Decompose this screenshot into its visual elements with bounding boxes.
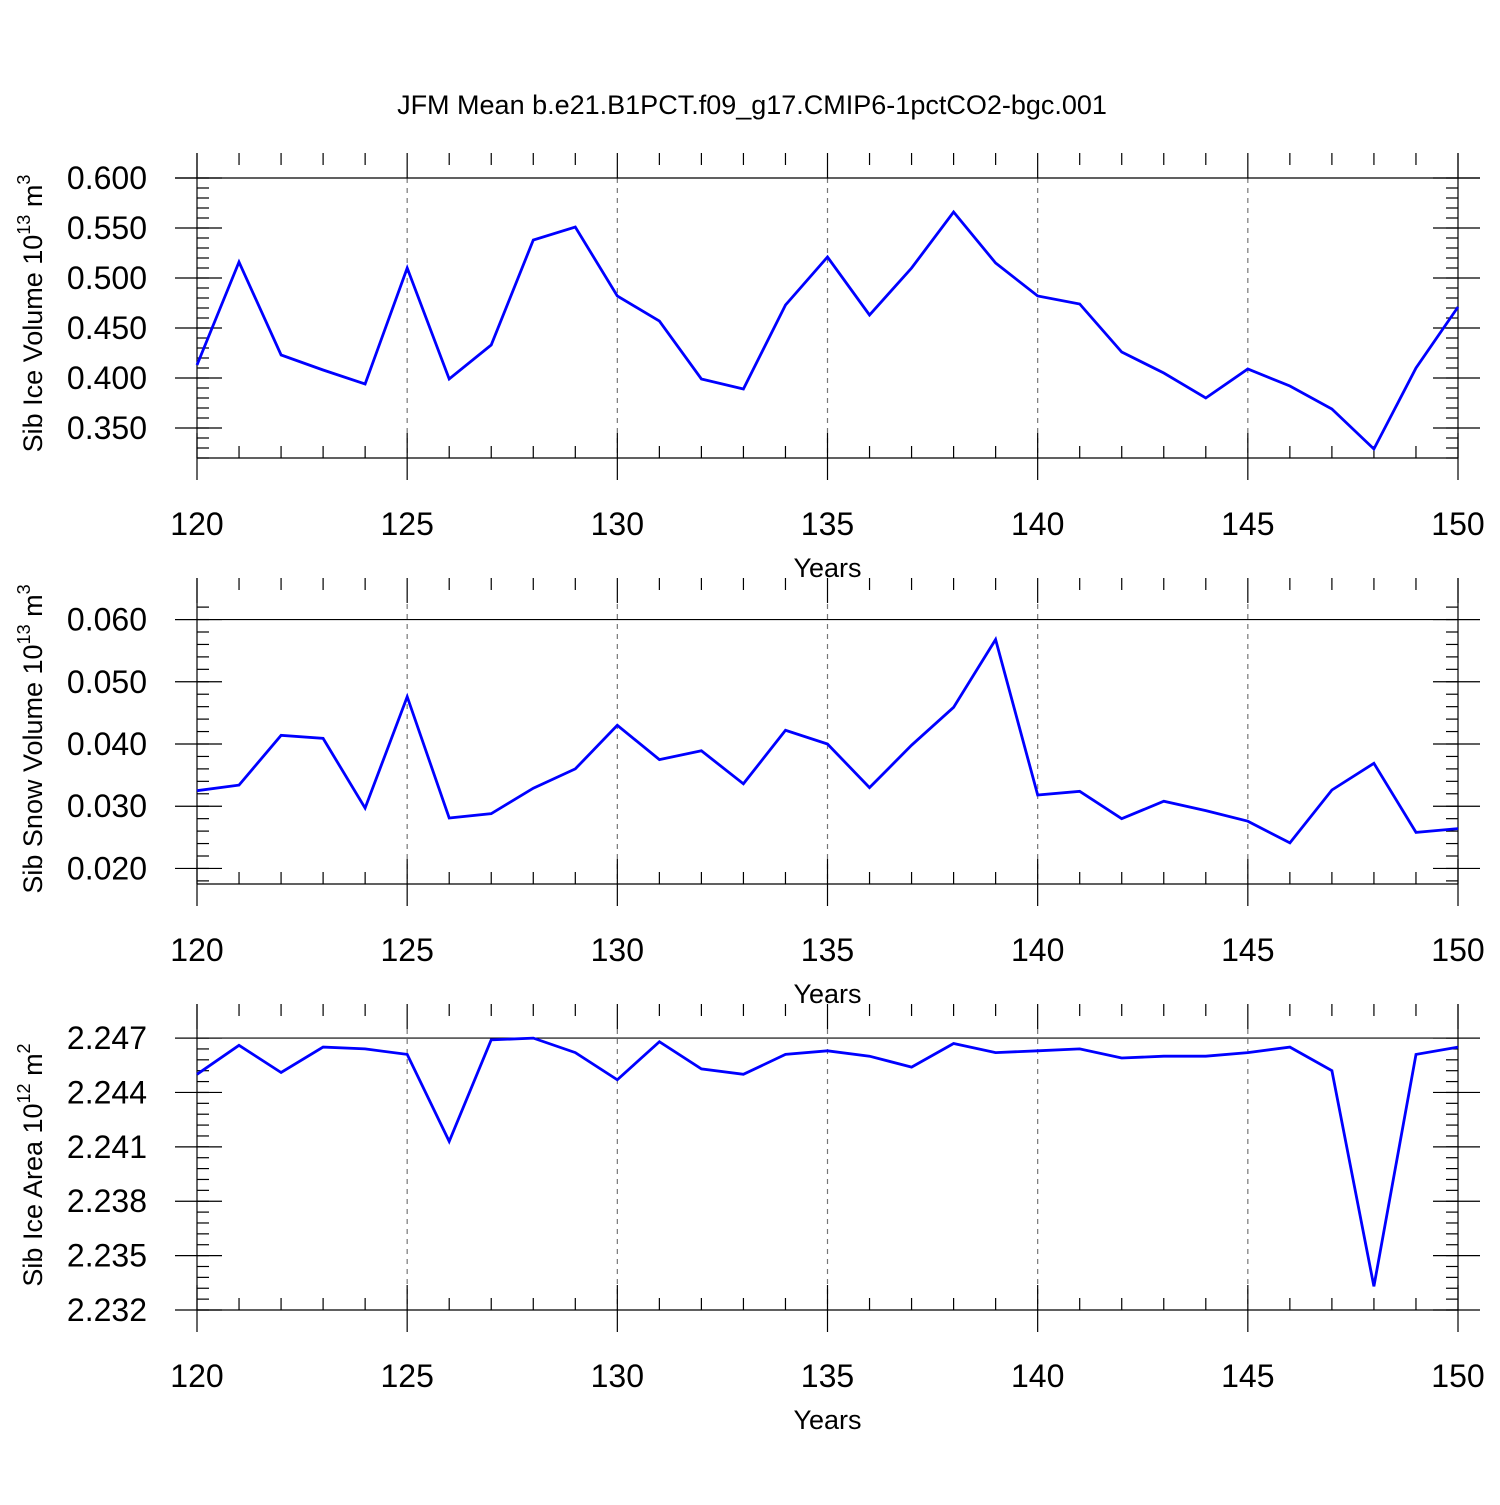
y-axis-label: Sib Ice Volume 1013 m3 xyxy=(14,175,48,453)
x-tick-label: 140 xyxy=(1011,932,1064,968)
series-line xyxy=(196,1036,1459,1287)
panel-2: 120 125 130 135 140 145 150 0.020 0.030 0.040 0.05… xyxy=(14,578,1485,1009)
y-tick-label: 0.020 xyxy=(67,850,147,886)
y-tick-label: 2.238 xyxy=(67,1183,147,1219)
x-tick-label: 140 xyxy=(1011,506,1064,542)
x-tick-label: 125 xyxy=(380,506,433,542)
x-tick-label: 135 xyxy=(801,1358,854,1394)
x-tick-label: 150 xyxy=(1431,932,1484,968)
x-tick-label: 135 xyxy=(801,506,854,542)
x-tick-label: 145 xyxy=(1221,932,1274,968)
y-tick-label: 2.247 xyxy=(67,1020,147,1056)
y-tick-label: 0.050 xyxy=(67,664,147,700)
x-axis-label: Years xyxy=(793,1405,861,1435)
x-tick-label: 135 xyxy=(801,932,854,968)
y-axis-label: Sib Ice Area 1012 m2 xyxy=(14,1043,48,1286)
y-tick-label: 0.600 xyxy=(67,160,147,196)
y-tick-label: 0.030 xyxy=(67,788,147,824)
y-tick-label: 2.232 xyxy=(67,1292,147,1328)
chart-title: JFM Mean b.e21.B1PCT.f09_g17.CMIP6-1pctC… xyxy=(397,90,1107,120)
x-tick-label: 120 xyxy=(170,506,223,542)
x-tick-label: 140 xyxy=(1011,1358,1064,1394)
y-tick-label: 0.500 xyxy=(67,260,147,296)
panel-3: 120 125 130 135 140 145 150 2.232 2.235 2.238 2.24… xyxy=(14,1004,1485,1435)
series-line xyxy=(195,209,1460,452)
y-tick-label: 0.040 xyxy=(67,726,147,762)
x-tick-label: 150 xyxy=(1431,1358,1484,1394)
series-line xyxy=(196,636,1459,845)
x-tick-label: 120 xyxy=(170,1358,223,1394)
x-tick-label: 145 xyxy=(1221,506,1274,542)
y-tick-label: 0.060 xyxy=(67,602,147,638)
y-tick-label: 0.400 xyxy=(67,360,147,396)
x-tick-label: 145 xyxy=(1221,1358,1274,1394)
y-tick-label: 0.350 xyxy=(67,410,147,446)
x-tick-label: 130 xyxy=(591,1358,644,1394)
x-tick-label: 125 xyxy=(380,932,433,968)
y-tick-label: 2.244 xyxy=(67,1074,147,1110)
x-tick-label: 120 xyxy=(170,932,223,968)
y-tick-label: 0.450 xyxy=(67,310,147,346)
y-tick-label: 0.550 xyxy=(67,210,147,246)
x-tick-label: 130 xyxy=(591,506,644,542)
x-tick-label: 150 xyxy=(1431,506,1484,542)
x-tick-label: 125 xyxy=(380,1358,433,1394)
y-axis-label: Sib Snow Volume 1013 m3 xyxy=(14,584,48,893)
y-tick-label: 2.235 xyxy=(67,1238,147,1274)
panel-1: 120 125 130 135 140 145 150 0.350 0.400 0.450 0.50… xyxy=(14,153,1485,583)
y-tick-label: 2.241 xyxy=(67,1129,147,1165)
x-tick-label: 130 xyxy=(591,932,644,968)
